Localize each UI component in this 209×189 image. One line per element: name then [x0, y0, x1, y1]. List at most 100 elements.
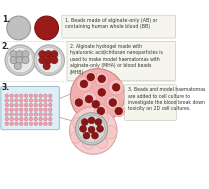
- Circle shape: [51, 51, 58, 58]
- Circle shape: [88, 117, 95, 124]
- Circle shape: [19, 113, 23, 116]
- Circle shape: [10, 117, 13, 121]
- Circle shape: [48, 113, 52, 116]
- Circle shape: [98, 89, 106, 96]
- Circle shape: [16, 57, 23, 64]
- Circle shape: [24, 113, 28, 116]
- Circle shape: [44, 122, 47, 125]
- Circle shape: [39, 108, 42, 112]
- FancyBboxPatch shape: [67, 42, 176, 81]
- Circle shape: [29, 122, 33, 125]
- Text: 2. Alginate hydrogel made with
hyaluronic acid/chitosan nanoparticles is
used to: 2. Alginate hydrogel made with hyaluroni…: [70, 44, 163, 75]
- Text: 3.: 3.: [2, 83, 10, 92]
- Circle shape: [39, 103, 42, 107]
- Circle shape: [83, 132, 90, 139]
- Circle shape: [34, 94, 38, 98]
- Circle shape: [80, 125, 87, 132]
- Circle shape: [48, 94, 52, 98]
- Circle shape: [81, 91, 97, 107]
- Circle shape: [5, 94, 9, 98]
- Circle shape: [115, 107, 122, 115]
- Circle shape: [34, 113, 38, 116]
- Circle shape: [85, 95, 93, 103]
- Circle shape: [29, 94, 33, 98]
- Circle shape: [29, 117, 33, 121]
- Circle shape: [15, 122, 18, 125]
- Circle shape: [44, 94, 47, 98]
- Circle shape: [51, 57, 58, 64]
- Circle shape: [92, 100, 100, 108]
- Circle shape: [109, 99, 117, 106]
- Circle shape: [22, 51, 29, 58]
- Circle shape: [19, 103, 23, 107]
- Circle shape: [75, 113, 108, 145]
- Circle shape: [43, 63, 50, 70]
- Circle shape: [75, 99, 83, 106]
- Circle shape: [5, 122, 9, 125]
- Text: 1.: 1.: [2, 15, 10, 24]
- Circle shape: [16, 51, 23, 58]
- Circle shape: [44, 99, 47, 102]
- Circle shape: [8, 47, 33, 73]
- Circle shape: [5, 117, 9, 121]
- Circle shape: [7, 16, 31, 40]
- Circle shape: [10, 122, 13, 125]
- Circle shape: [34, 45, 64, 75]
- Circle shape: [80, 80, 88, 88]
- FancyBboxPatch shape: [125, 85, 176, 120]
- Circle shape: [88, 126, 95, 133]
- Circle shape: [10, 57, 17, 64]
- Circle shape: [15, 94, 18, 98]
- Circle shape: [98, 75, 106, 83]
- Circle shape: [34, 122, 38, 125]
- Text: 1. Beads made of alginate-only (AB) or
containing human whole blood (BB): 1. Beads made of alginate-only (AB) or c…: [65, 18, 157, 29]
- Circle shape: [48, 117, 52, 121]
- Circle shape: [48, 108, 52, 112]
- Circle shape: [39, 113, 42, 116]
- Text: 3. Beads and model haematomas
are added to cell culture to
investigate the blood: 3. Beads and model haematomas are added …: [128, 87, 205, 112]
- Circle shape: [39, 57, 46, 64]
- Circle shape: [76, 76, 92, 91]
- Circle shape: [29, 113, 33, 116]
- Text: 2.: 2.: [2, 42, 10, 51]
- Circle shape: [24, 122, 28, 125]
- Circle shape: [19, 122, 23, 125]
- Circle shape: [39, 99, 42, 102]
- Circle shape: [44, 113, 47, 116]
- Circle shape: [48, 103, 52, 107]
- Circle shape: [34, 117, 38, 121]
- Circle shape: [19, 108, 23, 112]
- Circle shape: [34, 99, 38, 102]
- Circle shape: [39, 51, 46, 58]
- FancyBboxPatch shape: [1, 86, 59, 130]
- Circle shape: [44, 103, 47, 107]
- Circle shape: [15, 117, 18, 121]
- Circle shape: [70, 131, 82, 143]
- Circle shape: [24, 103, 28, 107]
- Circle shape: [113, 105, 125, 117]
- Circle shape: [24, 108, 28, 112]
- Circle shape: [29, 108, 33, 112]
- Circle shape: [70, 69, 125, 123]
- Circle shape: [73, 117, 87, 131]
- Circle shape: [45, 51, 52, 58]
- Circle shape: [34, 103, 38, 107]
- Circle shape: [24, 99, 28, 102]
- Circle shape: [96, 136, 108, 148]
- Circle shape: [15, 113, 18, 116]
- Circle shape: [15, 99, 18, 102]
- Circle shape: [39, 94, 42, 98]
- Circle shape: [39, 117, 42, 121]
- Circle shape: [24, 117, 28, 121]
- Circle shape: [5, 99, 9, 102]
- Circle shape: [44, 117, 47, 121]
- Circle shape: [82, 136, 96, 149]
- Circle shape: [10, 103, 13, 107]
- Circle shape: [10, 51, 17, 58]
- Circle shape: [44, 108, 47, 112]
- Circle shape: [103, 125, 117, 139]
- Circle shape: [73, 97, 85, 108]
- Circle shape: [45, 57, 52, 64]
- Circle shape: [15, 108, 18, 112]
- Circle shape: [87, 73, 94, 81]
